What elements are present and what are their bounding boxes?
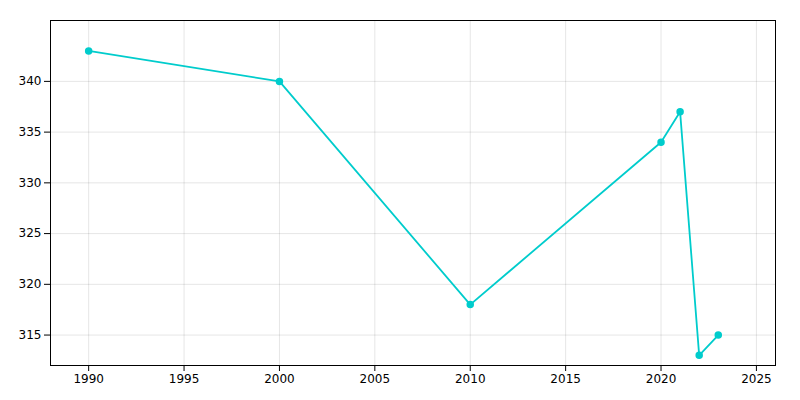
- svg-text:330: 330: [19, 176, 42, 190]
- svg-text:1995: 1995: [169, 372, 200, 386]
- svg-text:2005: 2005: [360, 372, 391, 386]
- svg-text:320: 320: [19, 277, 42, 291]
- svg-text:2025: 2025: [741, 372, 772, 386]
- svg-text:335: 335: [19, 125, 42, 139]
- svg-text:2020: 2020: [646, 372, 677, 386]
- svg-text:2010: 2010: [455, 372, 486, 386]
- svg-text:2015: 2015: [550, 372, 581, 386]
- svg-text:325: 325: [19, 226, 42, 240]
- svg-text:340: 340: [19, 74, 42, 88]
- svg-text:315: 315: [19, 328, 42, 342]
- svg-text:2000: 2000: [264, 372, 295, 386]
- svg-text:1990: 1990: [73, 372, 104, 386]
